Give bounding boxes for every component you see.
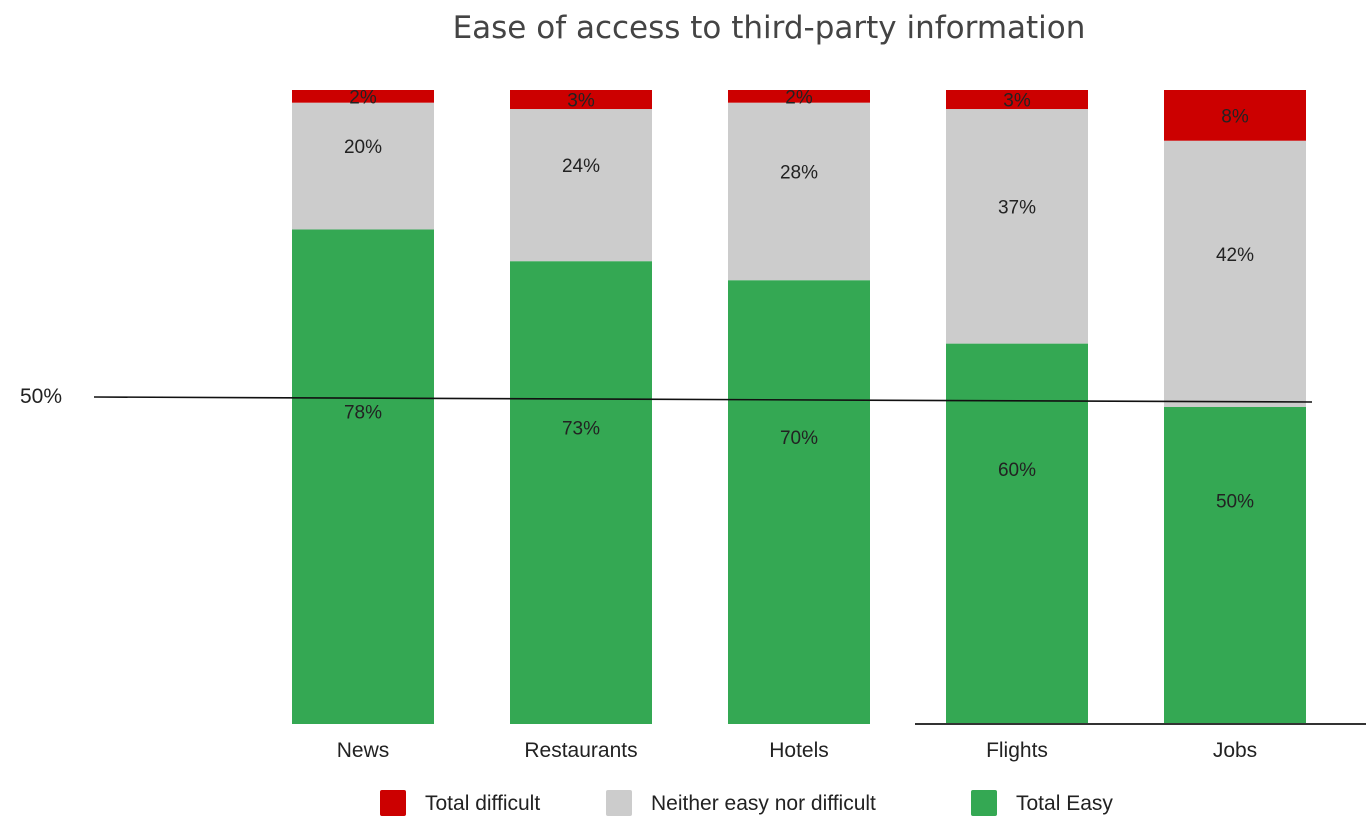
legend: Total difficult Neither easy nor difficul… bbox=[380, 790, 1113, 816]
segment-labels-group: 78% 20% 2% 73% 24% 3% 70% 28% 2% 60% 37% 3% 50% 42% 8% bbox=[344, 87, 1254, 512]
data-label-flights-neither-easy-nor-difficult: 37% bbox=[998, 197, 1036, 218]
legend-swatch-total-easy bbox=[971, 790, 997, 816]
chart-title: Ease of access to third-party informatio… bbox=[453, 10, 1086, 46]
bar-restaurants-total-easy bbox=[510, 261, 652, 724]
data-label-news-total-easy: 78% bbox=[344, 403, 382, 424]
data-label-hotels-total-easy: 70% bbox=[780, 428, 818, 449]
bar-hotels-total-difficult bbox=[728, 90, 870, 103]
bar-jobs-neither-easy-nor-difficult bbox=[1164, 140, 1306, 407]
x-tick-labels-group: News Restaurants Hotels Flights Jobs bbox=[337, 739, 1257, 762]
bar-news-total-difficult bbox=[292, 90, 434, 103]
bar-jobs-total-easy bbox=[1164, 407, 1306, 724]
data-label-jobs-total-easy: 50% bbox=[1216, 492, 1254, 513]
legend-label-total-easy: Total Easy bbox=[1016, 792, 1113, 815]
bar-news-total-easy bbox=[292, 229, 434, 725]
x-tick-label-news: News bbox=[337, 739, 390, 762]
bar-hotels-total-easy bbox=[728, 280, 870, 724]
bar-jobs-total-difficult bbox=[1164, 90, 1306, 141]
data-label-hotels-total-difficult: 2% bbox=[785, 87, 813, 108]
data-label-hotels-neither-easy-nor-difficult: 28% bbox=[780, 162, 818, 183]
bar-flights-total-difficult bbox=[946, 90, 1088, 110]
bar-news-neither-easy-nor-difficult bbox=[292, 102, 434, 230]
data-label-restaurants-total-easy: 73% bbox=[562, 419, 600, 440]
data-label-news-neither-easy-nor-difficult: 20% bbox=[344, 137, 382, 158]
bars-group bbox=[292, 90, 1306, 725]
reference-line-label: 50% bbox=[20, 385, 62, 408]
x-tick-label-hotels: Hotels bbox=[769, 739, 829, 762]
legend-swatch-total-difficult bbox=[380, 790, 406, 816]
legend-swatch-neither-easy-nor-difficult bbox=[606, 790, 632, 816]
x-tick-label-flights: Flights bbox=[986, 739, 1048, 762]
x-tick-label-jobs: Jobs bbox=[1213, 739, 1257, 762]
legend-label-total-difficult: Total difficult bbox=[425, 792, 540, 815]
bar-flights-total-easy bbox=[946, 343, 1088, 724]
data-label-flights-total-easy: 60% bbox=[998, 460, 1036, 481]
data-label-jobs-total-difficult: 8% bbox=[1221, 106, 1249, 127]
bar-restaurants-total-difficult bbox=[510, 90, 652, 110]
bar-hotels-neither-easy-nor-difficult bbox=[728, 102, 870, 281]
bar-restaurants-neither-easy-nor-difficult bbox=[510, 109, 652, 262]
data-label-restaurants-neither-easy-nor-difficult: 24% bbox=[562, 156, 600, 177]
x-tick-label-restaurants: Restaurants bbox=[524, 739, 637, 762]
bar-flights-neither-easy-nor-difficult bbox=[946, 109, 1088, 344]
data-label-news-total-difficult: 2% bbox=[349, 87, 377, 108]
legend-label-neither-easy-nor-difficult: Neither easy nor difficult bbox=[651, 792, 876, 815]
data-label-restaurants-total-difficult: 3% bbox=[567, 91, 595, 112]
data-label-jobs-neither-easy-nor-difficult: 42% bbox=[1216, 245, 1254, 266]
reference-line-50 bbox=[93, 396, 1313, 403]
data-label-flights-total-difficult: 3% bbox=[1003, 91, 1031, 112]
